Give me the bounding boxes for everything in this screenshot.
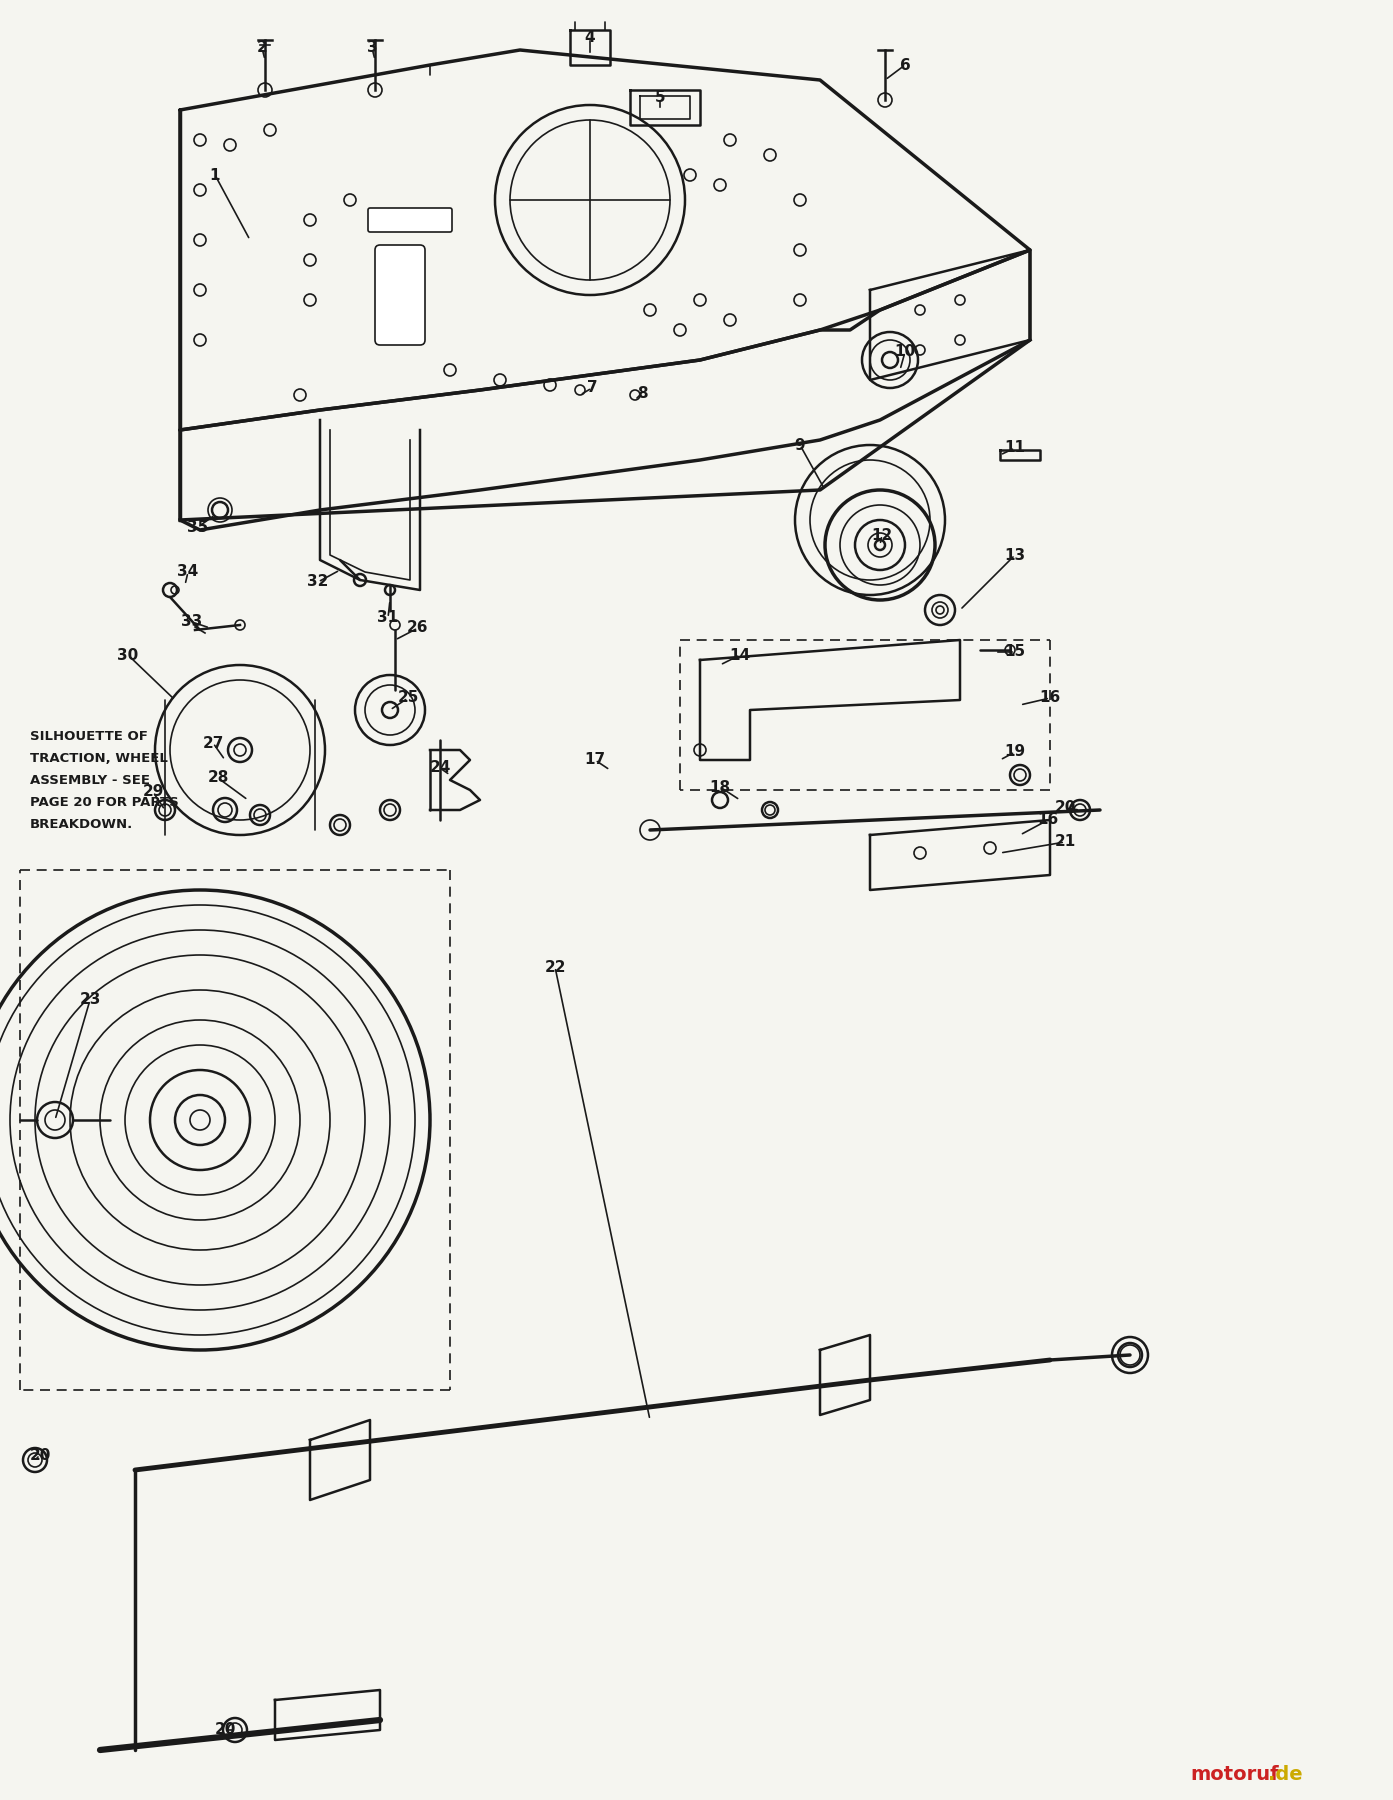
Text: 29: 29 [142,785,164,799]
Text: 2: 2 [256,40,267,56]
Text: 20: 20 [1055,801,1075,815]
Text: 24: 24 [429,760,451,776]
Text: motoruf: motoruf [1190,1766,1279,1784]
Text: 16: 16 [1038,812,1059,828]
Text: 31: 31 [378,610,398,626]
Text: 10: 10 [894,344,915,360]
Text: 1: 1 [210,167,220,182]
Text: 9: 9 [794,437,805,452]
Text: 35: 35 [188,520,209,535]
FancyBboxPatch shape [375,245,425,346]
Text: 22: 22 [545,959,566,974]
Text: .de: .de [1268,1766,1302,1784]
Text: 15: 15 [1004,644,1025,659]
Text: PAGE 20 FOR PARTS: PAGE 20 FOR PARTS [31,796,178,808]
Text: 20: 20 [215,1723,235,1737]
Text: 13: 13 [1004,547,1025,562]
Text: 8: 8 [637,385,648,401]
Text: 33: 33 [181,614,202,630]
Text: SILHOUETTE OF: SILHOUETTE OF [31,731,148,743]
Text: 4: 4 [585,31,595,45]
Text: BREAKDOWN.: BREAKDOWN. [31,817,134,832]
Text: 21: 21 [1055,835,1075,850]
Text: 5: 5 [655,90,666,106]
Text: 3: 3 [366,40,378,56]
Text: 14: 14 [730,648,751,662]
Text: 20: 20 [29,1447,50,1462]
Text: 12: 12 [872,527,893,542]
Text: 11: 11 [1004,441,1025,455]
Text: 30: 30 [117,648,139,662]
Text: 7: 7 [586,380,598,396]
Text: 28: 28 [208,770,228,785]
Text: 34: 34 [177,565,199,580]
Text: 18: 18 [709,779,730,794]
Text: 17: 17 [585,752,606,767]
Text: ASSEMBLY - SEE: ASSEMBLY - SEE [31,774,150,787]
Text: 16: 16 [1039,691,1060,706]
Text: TRACTION, WHEEL: TRACTION, WHEEL [31,752,169,765]
Text: 6: 6 [900,58,911,72]
Text: 25: 25 [397,691,419,706]
FancyBboxPatch shape [368,209,451,232]
Text: 23: 23 [79,992,100,1008]
Text: 27: 27 [202,736,224,751]
Text: 19: 19 [1004,745,1025,760]
Text: 32: 32 [308,574,329,590]
Text: 26: 26 [407,621,429,635]
